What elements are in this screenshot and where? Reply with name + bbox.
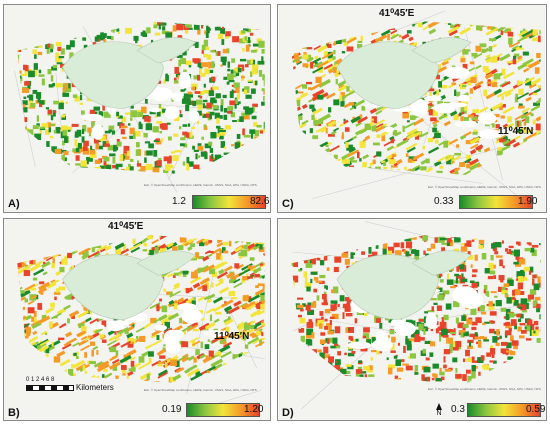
map-d [278, 219, 546, 420]
legend: 0.19 1.20 [162, 401, 270, 419]
legend-min: 0.33 [434, 196, 454, 207]
scale-bar-units: Kilometers [76, 383, 114, 392]
scale-bar: 0 1 2 4 6 8 Kilometers [26, 377, 114, 392]
north-arrow-icon [436, 403, 442, 410]
longitude-label: 41⁰45′E [379, 8, 415, 19]
panel-a: Esri, © OpenStreetMap contributors, HERE… [3, 4, 271, 213]
panel-label: A) [8, 198, 20, 210]
panel-b: 41⁰45′E 11⁰45′N 0 1 2 4 6 8 Kilometers E… [3, 218, 271, 421]
legend-min: 0.3 [451, 404, 465, 415]
north-arrow: N [436, 403, 442, 417]
attribution-text: Esri, © OpenStreetMap contributors, HERE… [144, 388, 257, 392]
map-c [278, 5, 546, 212]
legend-color-ramp [459, 195, 533, 209]
latitude-label: 11⁰45′N [214, 331, 250, 342]
panel-d: Esri, © OpenStreetMap contributors, HERE… [277, 218, 547, 421]
longitude-label: 41⁰45′E [108, 221, 144, 232]
panel-label: D) [282, 407, 294, 419]
legend: 0.3 0.59 [451, 401, 546, 419]
legend-max: 1.20 [244, 404, 264, 415]
north-label: N [436, 410, 442, 417]
panel-label: B) [8, 407, 20, 419]
legend: 1.2 82.6 [172, 193, 270, 211]
latitude-label: 11⁰45′N [498, 126, 534, 137]
panel-label: C) [282, 198, 294, 210]
scale-bar-ticks: 0 1 2 4 6 8 [26, 377, 55, 383]
map-a [4, 5, 270, 212]
legend-min: 1.2 [172, 196, 186, 207]
legend-max: 0.59 [526, 404, 546, 415]
legend-max: 1.90 [518, 196, 538, 207]
legend-color-ramp [192, 195, 266, 209]
scale-bar-graphic [26, 384, 74, 391]
legend-color-ramp [467, 403, 541, 417]
panel-c: 41⁰45′E 11⁰45′N Esri, © OpenStreetMap co… [277, 4, 547, 213]
legend-max: 82.6 [250, 196, 270, 207]
legend-color-ramp [186, 403, 260, 417]
attribution-text: Esri, © OpenStreetMap contributors, HERE… [428, 387, 541, 391]
legend-min: 0.19 [162, 404, 182, 415]
attribution-text: Esri, © OpenStreetMap contributors, HERE… [428, 185, 541, 189]
attribution-text: Esri, © OpenStreetMap contributors, HERE… [144, 183, 257, 187]
legend: 0.33 1.90 [434, 193, 544, 211]
